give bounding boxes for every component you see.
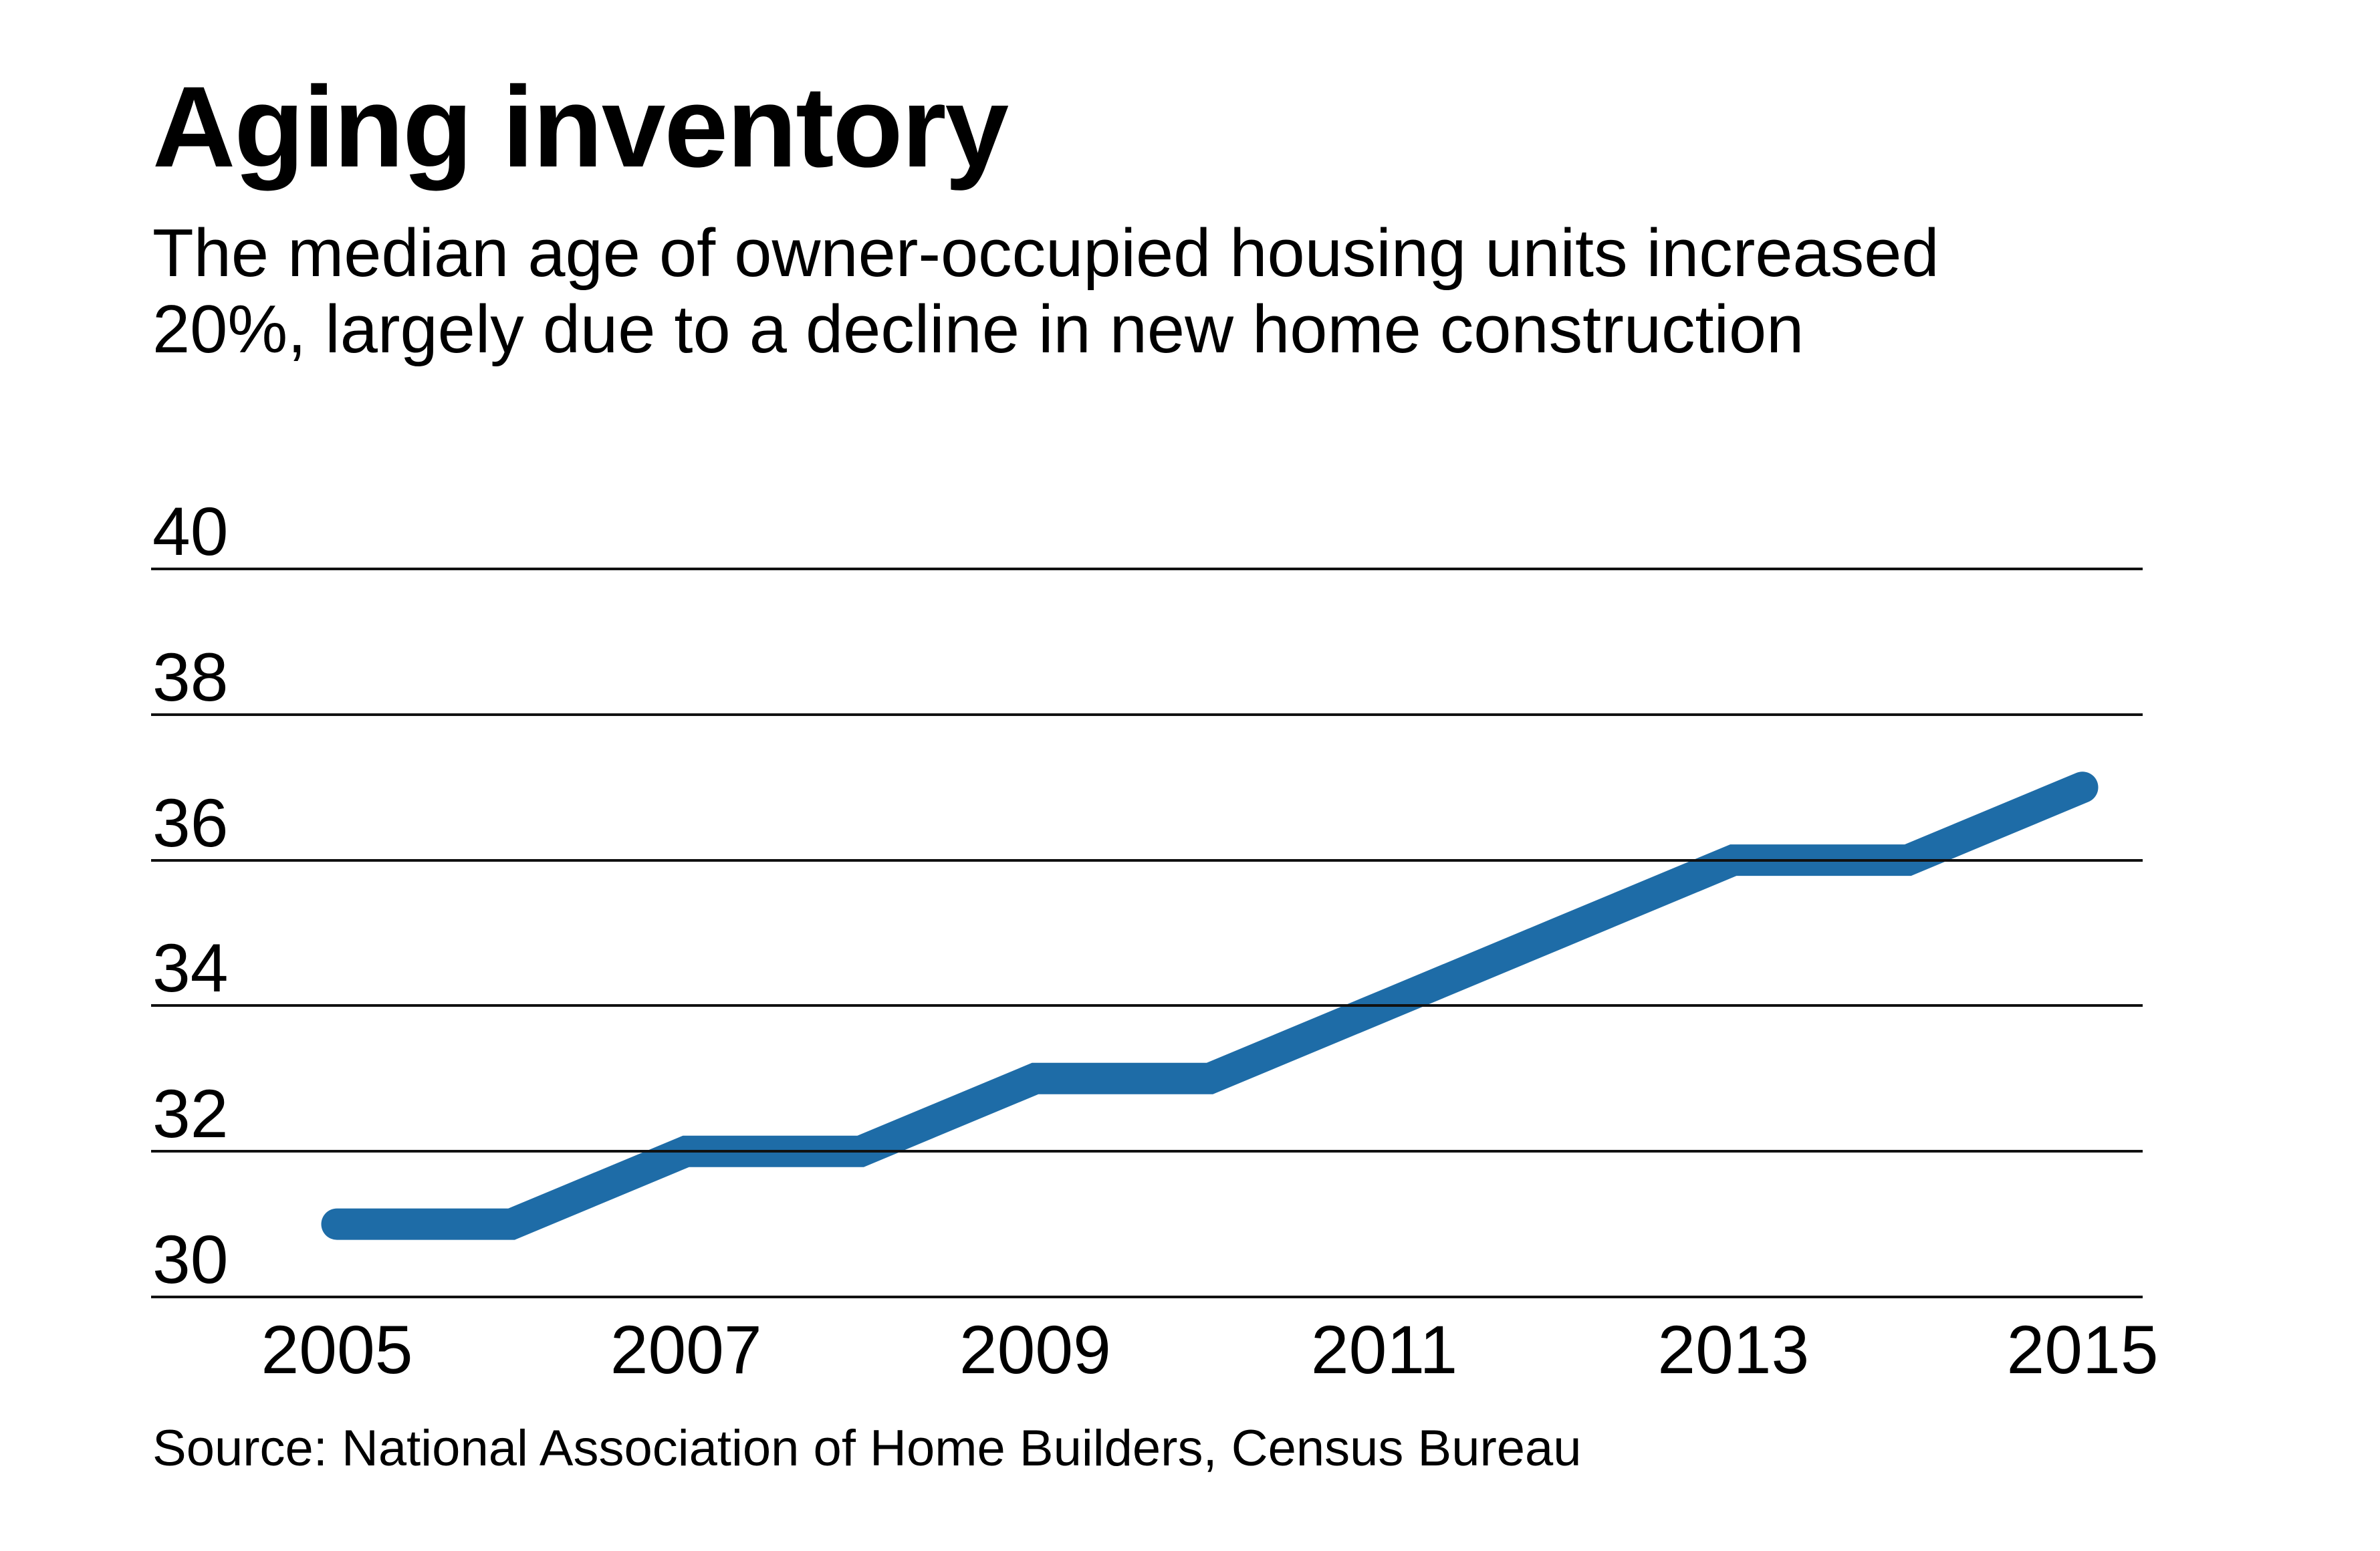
x-axis-label-2015: 2015 (2006, 1312, 2159, 1388)
y-axis-label-32: 32 (152, 1076, 229, 1153)
y-axis-label-40: 40 (152, 493, 229, 570)
subtitle-line-1: The median age of owner-occupied housing… (152, 216, 1939, 291)
x-axis-label-2007: 2007 (610, 1312, 762, 1388)
gridline-y-40 (151, 568, 2143, 570)
x-axis-label-2009: 2009 (959, 1312, 1111, 1388)
y-axis-label-38: 38 (152, 638, 229, 715)
x-axis-label-2005: 2005 (261, 1312, 413, 1388)
y-axis-label-30: 30 (152, 1221, 229, 1298)
y-axis-label-36: 36 (152, 784, 229, 861)
gridline-y-32 (151, 1150, 2143, 1153)
gridline-y-34 (151, 1004, 2143, 1007)
gridline-y-38 (151, 713, 2143, 716)
gridline-y-36 (151, 858, 2143, 862)
x-axis-label-2013: 2013 (1657, 1312, 1810, 1388)
chart-subtitle: The median age of owner-occupied housing… (152, 215, 1939, 368)
page-title: Aging inventory (152, 63, 1009, 191)
x-axis-label-2011: 2011 (1310, 1312, 1458, 1388)
subtitle-line-2: 20%, largely due to a decline in new hom… (152, 292, 1804, 367)
gridline-y-30 (151, 1296, 2143, 1298)
source-note: Source: National Association of Home Bui… (152, 1420, 1582, 1477)
y-axis-label-34: 34 (152, 930, 229, 1007)
